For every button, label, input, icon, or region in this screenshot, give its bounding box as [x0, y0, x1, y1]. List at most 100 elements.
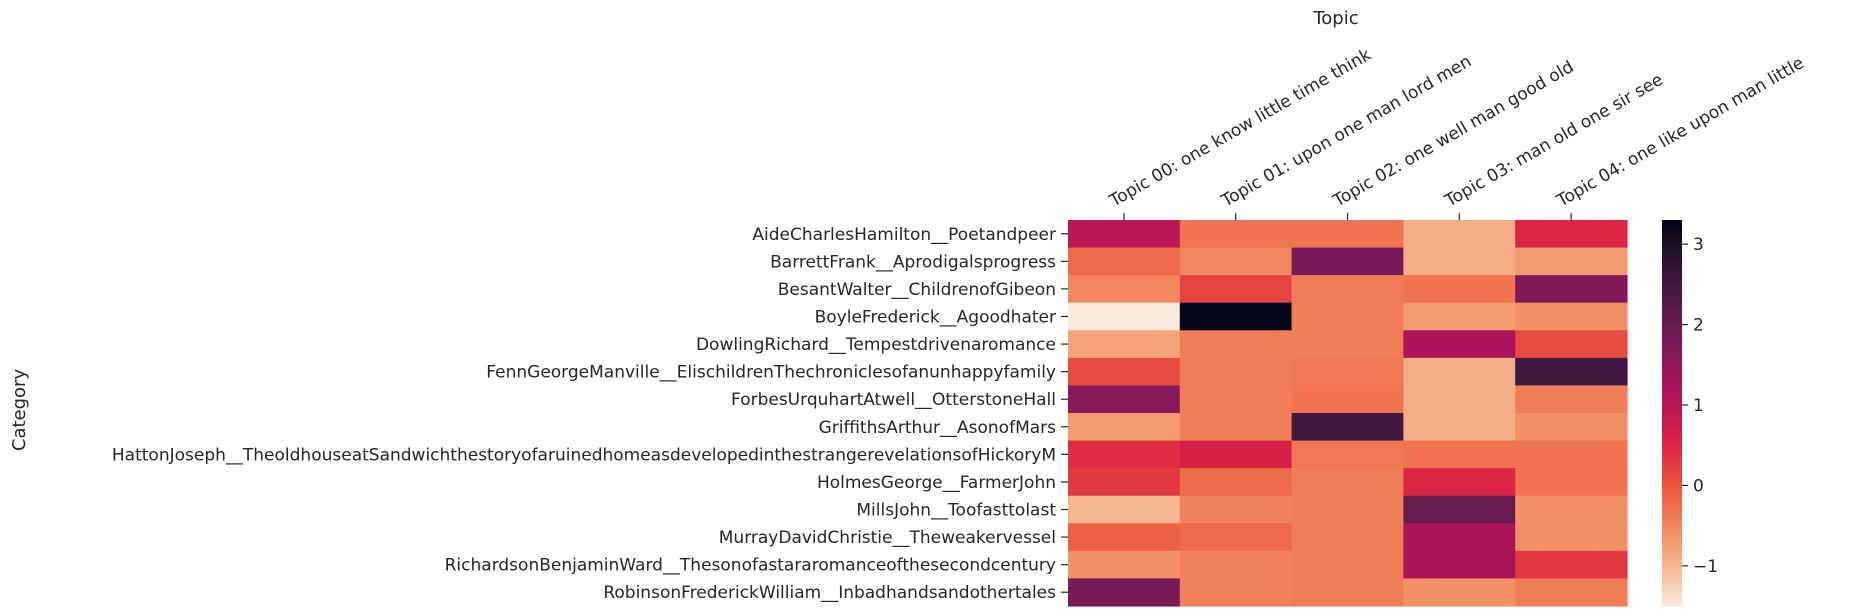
heatmap-cell: [1515, 385, 1628, 414]
column-label: Topic 04: one like upon man little: [1553, 53, 1808, 212]
colorbar-segment: [1662, 602, 1682, 607]
row-ticks: [1061, 233, 1068, 593]
colorbar-segment: [1662, 580, 1682, 585]
colorbar-segment: [1662, 532, 1682, 536]
heatmap-cell: [1403, 523, 1516, 552]
colorbar-segment: [1662, 512, 1682, 517]
row-label: AideCharlesHamilton__Poetandpeer: [752, 225, 1056, 245]
heatmap-cell: [1179, 247, 1293, 276]
colorbar-tick-label: 3: [1693, 235, 1704, 255]
heatmap-cell: [1403, 413, 1516, 442]
column-label: Topic 03: man old one sir see: [1441, 70, 1667, 212]
colorbar-segment: [1662, 374, 1682, 379]
colorbar-segment: [1662, 313, 1682, 318]
heatmap-cell: [1403, 550, 1516, 580]
colorbar-segment: [1662, 271, 1682, 276]
row-label: RichardsonBenjaminWard__Thesonofastararo…: [445, 556, 1056, 576]
colorbar-segment: [1662, 567, 1682, 572]
colorbar-segment: [1662, 413, 1682, 417]
colorbar-segment: [1662, 367, 1682, 372]
heatmap-cell: [1068, 357, 1181, 387]
heatmap-cell: [1068, 468, 1181, 497]
colorbar-segment: [1662, 406, 1682, 411]
heatmap-cell: [1068, 413, 1181, 442]
heatmap-cell: [1403, 247, 1516, 276]
heatmap-cell: [1403, 330, 1516, 359]
heatmap-cell: [1403, 302, 1516, 331]
column-labels: Topic 00: one know little time thinkTopi…: [1106, 45, 1808, 212]
heatmap-cell: [1403, 468, 1516, 497]
colorbar-segment: [1662, 380, 1682, 385]
heatmap-cell: [1179, 578, 1293, 607]
colorbar-segment: [1662, 596, 1682, 601]
colorbar-segment: [1662, 477, 1682, 482]
colorbar-segment: [1662, 429, 1682, 433]
colorbar-segment: [1662, 226, 1682, 231]
colorbar-segment: [1662, 541, 1682, 546]
colorbar-segment: [1662, 435, 1682, 440]
heatmap-cell: [1291, 550, 1404, 580]
colorbar-segment: [1662, 387, 1682, 392]
colorbar-segment: [1662, 483, 1682, 488]
colorbar-segment: [1662, 351, 1682, 356]
heatmap-cell: [1515, 440, 1628, 469]
colorbar-segment: [1662, 258, 1682, 263]
colorbar-segment: [1662, 544, 1682, 549]
heatmap-cell: [1068, 440, 1181, 469]
row-label: MurrayDavidChristie__Theweakervessel: [719, 528, 1056, 548]
heatmap-cell: [1515, 330, 1628, 359]
heatmap-cell: [1179, 220, 1293, 249]
heatmap-cell: [1515, 302, 1628, 331]
colorbar-segment: [1662, 310, 1682, 314]
colorbar-segment: [1662, 303, 1682, 308]
colorbar-segment: [1662, 506, 1682, 511]
heatmap-cell: [1515, 495, 1628, 524]
colorbar-segment: [1662, 371, 1682, 375]
colorbar-segment: [1662, 515, 1682, 520]
heatmap-cell: [1291, 523, 1404, 552]
heatmap-cell: [1068, 385, 1181, 414]
heatmap-cell: [1291, 578, 1404, 607]
colorbar-segment: [1662, 496, 1682, 501]
colorbar-segment: [1662, 332, 1682, 337]
colorbar-segment: [1662, 577, 1682, 581]
heatmap-cell: [1403, 357, 1516, 387]
colorbar-segment: [1662, 358, 1682, 363]
colorbar-tick-label: 1: [1693, 396, 1704, 416]
colorbar-tick-label: −1: [1693, 557, 1718, 577]
row-label: MillsJohn__Toofasttolast: [856, 501, 1056, 521]
colorbar-segment: [1662, 223, 1682, 228]
colorbar-segment: [1662, 528, 1682, 533]
heatmap-cell: [1291, 440, 1404, 469]
heatmap-cell: [1403, 385, 1516, 414]
colorbar-segment: [1662, 570, 1682, 575]
colorbar-tick-label: 2: [1693, 316, 1704, 336]
colorbar-segment: [1662, 409, 1682, 414]
colorbar-segment: [1662, 284, 1682, 289]
heatmap-cell: [1291, 220, 1404, 249]
colorbar-segment: [1662, 348, 1682, 353]
colorbar-segment: [1662, 255, 1682, 260]
colorbar-segment: [1662, 503, 1682, 507]
colorbar-segment: [1662, 290, 1682, 295]
colorbar-segment: [1662, 586, 1682, 591]
row-label: BoyleFrederick__Agoodhater: [815, 308, 1056, 328]
row-label: BarrettFrank__Aprodigalsprogress: [770, 252, 1056, 272]
heatmap-cell: [1179, 440, 1293, 469]
colorbar-segment: [1662, 287, 1682, 292]
heatmap-cell: [1179, 523, 1293, 552]
heatmap-cell: [1403, 578, 1516, 607]
colorbar-segment: [1662, 390, 1682, 395]
heatmap-cell: [1068, 247, 1181, 276]
x-axis-title: Topic: [1312, 8, 1358, 29]
colorbar-segment: [1662, 548, 1682, 552]
colorbar-segment: [1662, 384, 1682, 388]
heatmap-cell: [1068, 578, 1181, 607]
heatmap-cell: [1179, 468, 1293, 497]
colorbar-segment: [1662, 232, 1682, 237]
colorbar-segment: [1662, 261, 1682, 266]
colorbar-segment: [1662, 490, 1682, 495]
colorbar-segment: [1662, 300, 1682, 305]
heatmap-cell: [1291, 302, 1404, 331]
